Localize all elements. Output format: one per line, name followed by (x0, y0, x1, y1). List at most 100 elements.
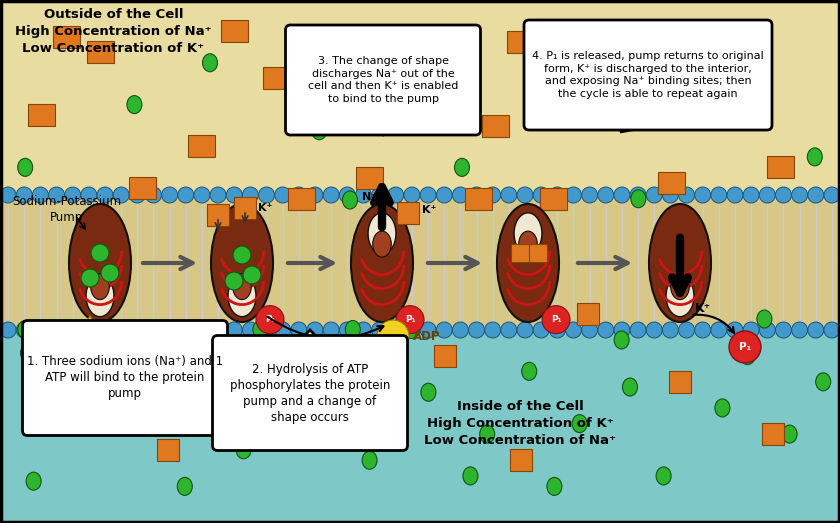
Circle shape (371, 187, 387, 203)
Ellipse shape (169, 389, 184, 406)
Bar (0, 195, 840, 330)
Ellipse shape (26, 472, 41, 490)
FancyBboxPatch shape (762, 423, 784, 445)
Ellipse shape (421, 383, 436, 401)
Circle shape (33, 187, 49, 203)
FancyBboxPatch shape (599, 62, 626, 84)
Ellipse shape (68, 410, 83, 427)
Circle shape (581, 187, 597, 203)
Text: 2. Hydrolysis of ATP
phosphorylates the protein
pump and a change of
shape occur: 2. Hydrolysis of ATP phosphorylates the … (230, 362, 391, 424)
Circle shape (145, 187, 161, 203)
FancyBboxPatch shape (529, 244, 547, 262)
Ellipse shape (519, 231, 538, 257)
Circle shape (598, 322, 614, 338)
Circle shape (371, 322, 387, 338)
Circle shape (91, 244, 109, 262)
Circle shape (542, 305, 570, 334)
Text: P₁: P₁ (265, 315, 276, 324)
Ellipse shape (656, 467, 671, 485)
Ellipse shape (228, 276, 256, 317)
Circle shape (453, 187, 469, 203)
Circle shape (420, 187, 436, 203)
Ellipse shape (127, 96, 142, 113)
FancyBboxPatch shape (406, 67, 433, 89)
Bar (0, 0, 840, 195)
Circle shape (791, 322, 807, 338)
Circle shape (113, 322, 129, 338)
Ellipse shape (480, 425, 495, 443)
FancyBboxPatch shape (381, 31, 407, 53)
Text: P₁: P₁ (551, 315, 561, 324)
Circle shape (614, 322, 630, 338)
Circle shape (695, 187, 711, 203)
Circle shape (355, 187, 371, 203)
Circle shape (307, 187, 323, 203)
Circle shape (49, 187, 65, 203)
Circle shape (81, 322, 97, 338)
Ellipse shape (816, 373, 831, 391)
Ellipse shape (253, 321, 268, 338)
Text: 1. Three sodium ions (Na⁺) and 1
ATP will bind to the protein
pump: 1. Three sodium ions (Na⁺) and 1 ATP wil… (27, 356, 223, 401)
Ellipse shape (670, 274, 690, 300)
FancyBboxPatch shape (577, 303, 599, 325)
Circle shape (743, 187, 759, 203)
FancyBboxPatch shape (510, 449, 532, 471)
Circle shape (404, 187, 420, 203)
Circle shape (396, 305, 424, 334)
Circle shape (824, 187, 840, 203)
Circle shape (161, 322, 177, 338)
Text: K⁺: K⁺ (422, 205, 436, 215)
Circle shape (0, 322, 16, 338)
Circle shape (275, 187, 291, 203)
Circle shape (323, 187, 339, 203)
Ellipse shape (69, 204, 131, 322)
Ellipse shape (202, 54, 218, 72)
Circle shape (711, 187, 727, 203)
Circle shape (129, 322, 145, 338)
Ellipse shape (514, 213, 542, 254)
Ellipse shape (211, 204, 273, 322)
Ellipse shape (343, 191, 358, 209)
Ellipse shape (404, 321, 419, 338)
Circle shape (533, 322, 549, 338)
Circle shape (646, 187, 662, 203)
Circle shape (501, 187, 517, 203)
FancyBboxPatch shape (213, 335, 407, 450)
Circle shape (743, 322, 759, 338)
Bar (0, 330, 840, 523)
Circle shape (355, 322, 371, 338)
Circle shape (307, 322, 323, 338)
Text: Na⁺: Na⁺ (40, 348, 63, 358)
Circle shape (630, 322, 646, 338)
Polygon shape (373, 130, 393, 135)
Circle shape (404, 322, 420, 338)
FancyBboxPatch shape (23, 321, 228, 436)
Circle shape (630, 187, 646, 203)
Ellipse shape (649, 204, 711, 322)
Circle shape (663, 322, 679, 338)
Circle shape (420, 322, 436, 338)
Circle shape (194, 322, 210, 338)
Circle shape (226, 322, 242, 338)
Circle shape (323, 322, 339, 338)
Circle shape (485, 322, 501, 338)
Ellipse shape (666, 276, 694, 317)
Ellipse shape (454, 158, 470, 176)
Circle shape (81, 269, 99, 287)
Circle shape (501, 322, 517, 338)
Circle shape (113, 187, 129, 203)
FancyBboxPatch shape (658, 172, 685, 194)
Circle shape (49, 322, 65, 338)
Ellipse shape (236, 441, 251, 459)
FancyBboxPatch shape (574, 26, 601, 48)
Circle shape (233, 246, 251, 264)
Ellipse shape (715, 399, 730, 417)
FancyBboxPatch shape (87, 41, 113, 63)
Ellipse shape (278, 368, 293, 385)
Circle shape (775, 187, 791, 203)
Circle shape (533, 187, 549, 203)
Circle shape (33, 322, 49, 338)
Circle shape (679, 322, 695, 338)
Circle shape (517, 322, 533, 338)
Ellipse shape (233, 274, 251, 300)
